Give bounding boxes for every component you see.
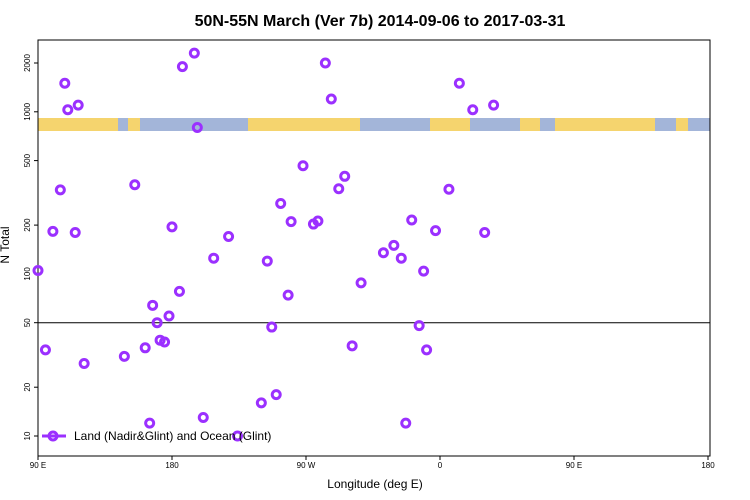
- data-point: [54, 184, 66, 196]
- data-point: [144, 417, 156, 429]
- map-land-segment: [128, 118, 140, 131]
- data-point: [191, 122, 203, 134]
- data-point: [78, 358, 90, 370]
- y-tick-label: 200: [23, 218, 32, 232]
- data-point: [395, 252, 407, 264]
- data-point: [32, 264, 44, 276]
- data-point: [325, 93, 337, 105]
- data-point: [413, 320, 425, 332]
- data-point: [72, 99, 84, 111]
- y-tick-label: 50: [23, 318, 32, 327]
- y-tick-label: 500: [23, 153, 32, 167]
- data-point: [39, 344, 51, 356]
- map-land-segment: [520, 118, 540, 131]
- data-point: [388, 239, 400, 251]
- data-point: [232, 430, 244, 442]
- data-point: [418, 265, 430, 277]
- y-tick-label: 1000: [23, 102, 32, 120]
- data-point: [118, 350, 130, 362]
- y-axis: 10 20 50 100 200 500 1000 2000: [23, 54, 38, 440]
- legend-marker: [47, 430, 59, 442]
- data-point: [285, 216, 297, 228]
- data-point: [312, 215, 324, 227]
- data-point: [479, 227, 491, 239]
- data-point: [255, 397, 267, 409]
- data-point: [223, 231, 235, 243]
- data-point: [261, 255, 273, 267]
- x-tick-label: 90 E: [30, 461, 46, 470]
- y-tick-label: 10: [23, 431, 32, 440]
- data-point: [188, 47, 200, 59]
- data-point: [339, 170, 351, 182]
- data-point: [59, 77, 71, 89]
- map-land-segment: [555, 118, 575, 131]
- data-point: [406, 214, 418, 226]
- data-point: [147, 299, 159, 311]
- data-point: [197, 412, 209, 424]
- data-point: [166, 221, 178, 233]
- data-point: [62, 104, 74, 116]
- chart-title: 50N-55N March (Ver 7b) 2014-09-06 to 201…: [195, 13, 566, 30]
- data-point: [129, 179, 141, 191]
- legend: Land (Nadir&Glint) and Ocean (Glint): [42, 429, 271, 443]
- data-point: [333, 183, 345, 195]
- map-land-segment: [676, 118, 688, 131]
- data-point: [421, 344, 433, 356]
- map-land-segment: [38, 118, 118, 131]
- map-land-segment: [575, 118, 655, 131]
- data-point: [47, 225, 59, 237]
- x-tick-label: 90 E: [566, 461, 582, 470]
- legend-label: Land (Nadir&Glint) and Ocean (Glint): [74, 429, 271, 443]
- data-point: [400, 417, 412, 429]
- data-point: [208, 252, 220, 264]
- data-point: [488, 99, 500, 111]
- y-axis-title: N Total: [0, 226, 12, 263]
- data-point: [275, 197, 287, 209]
- data-point: [282, 289, 294, 301]
- map-land-segment: [430, 118, 470, 131]
- y-tick-label: 100: [23, 267, 32, 281]
- data-point: [173, 285, 185, 297]
- data-point: [443, 183, 455, 195]
- data-point: [467, 104, 479, 116]
- data-point: [346, 340, 358, 352]
- x-tick-label: 90 W: [297, 461, 316, 470]
- x-axis: 90 E 180 90 W 0 90 E 180: [30, 456, 715, 470]
- data-point: [266, 321, 278, 333]
- map-strip: [38, 118, 710, 131]
- x-tick-label: 180: [165, 461, 179, 470]
- data-point: [355, 277, 367, 289]
- data-points: [32, 47, 500, 442]
- data-point: [163, 310, 175, 322]
- x-tick-label: 0: [438, 461, 443, 470]
- data-point: [453, 77, 465, 89]
- data-point: [270, 389, 282, 401]
- y-tick-label: 2000: [23, 54, 32, 72]
- x-axis-title: Longitude (deg E): [327, 477, 422, 491]
- plot-frame: [37, 39, 711, 457]
- data-point: [430, 225, 442, 237]
- data-point: [319, 57, 331, 69]
- map-ocean: [38, 118, 710, 131]
- data-point: [377, 247, 389, 259]
- data-point: [139, 342, 151, 354]
- data-point: [151, 317, 163, 329]
- x-tick-label: 180: [701, 461, 715, 470]
- data-point: [159, 336, 171, 348]
- y-tick-label: 20: [23, 382, 32, 391]
- data-point: [176, 61, 188, 73]
- data-point: [69, 227, 81, 239]
- map-land-segment: [248, 118, 360, 131]
- data-point: [297, 160, 309, 172]
